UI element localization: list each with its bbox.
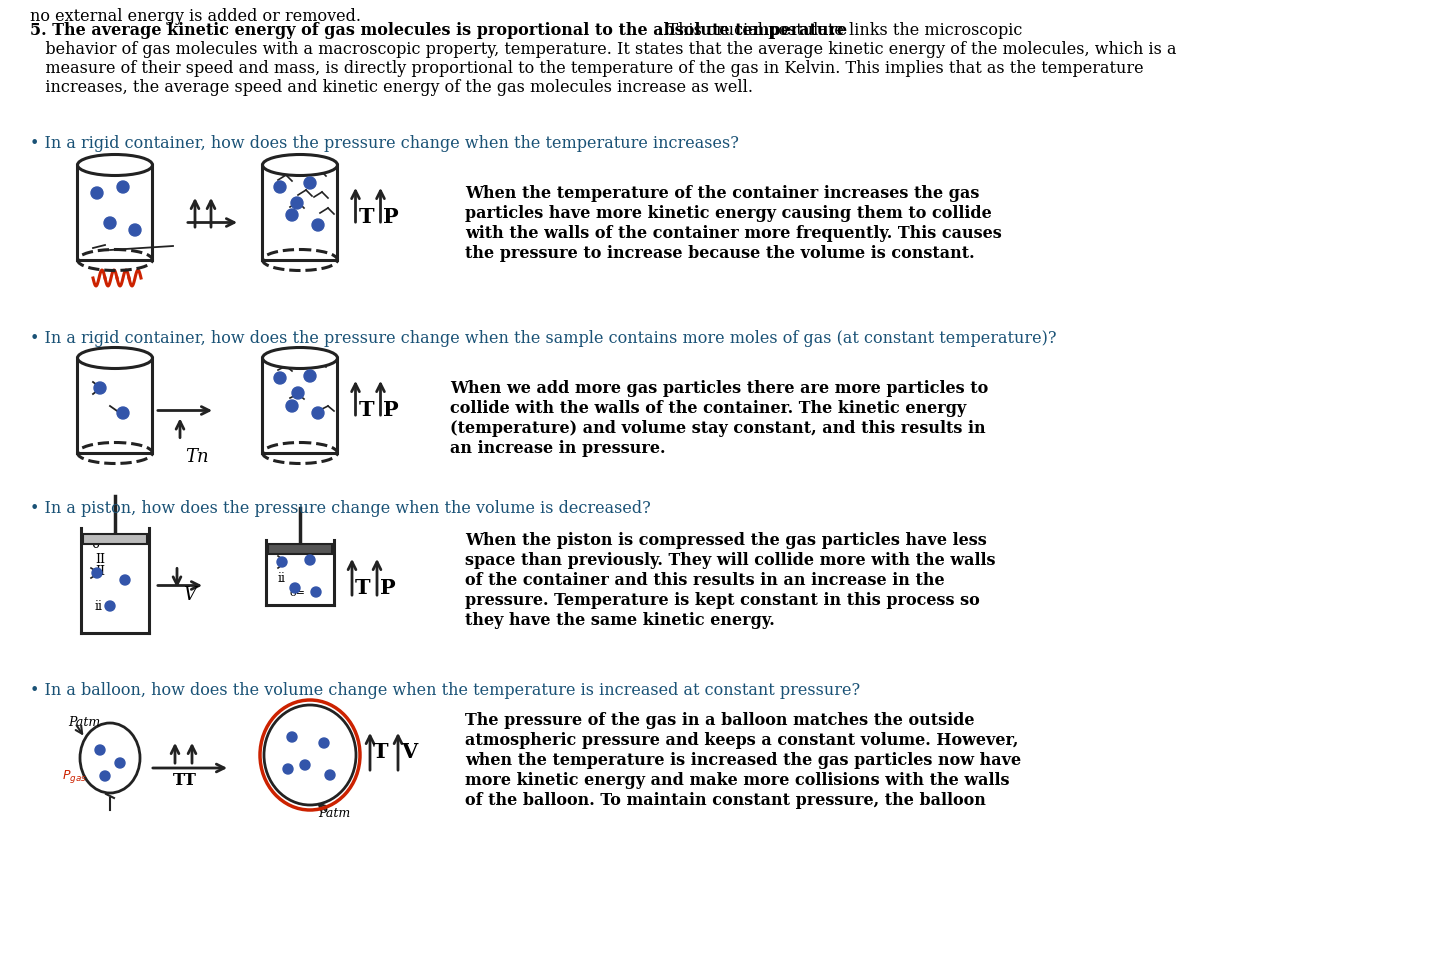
- Circle shape: [290, 583, 300, 593]
- Text: they have the same kinetic energy.: they have the same kinetic energy.: [464, 612, 775, 629]
- Text: ii: ii: [279, 572, 286, 585]
- Circle shape: [104, 217, 116, 229]
- Text: more kinetic energy and make more collisions with the walls: more kinetic energy and make more collis…: [464, 772, 1009, 789]
- Text: increases, the average speed and kinetic energy of the gas molecules increase as: increases, the average speed and kinetic…: [30, 79, 753, 96]
- Text: the pressure to increase because the volume is constant.: the pressure to increase because the vol…: [464, 245, 975, 262]
- Circle shape: [286, 209, 299, 221]
- Ellipse shape: [80, 723, 140, 793]
- Text: Patm: Patm: [69, 716, 100, 729]
- Text: T: T: [359, 207, 374, 227]
- Text: with the walls of the container more frequently. This causes: with the walls of the container more fre…: [464, 225, 1002, 242]
- Text: 5. The average kinetic energy of gas molecules is proportional to the absolute t: 5. The average kinetic energy of gas mol…: [30, 22, 847, 39]
- Text: When we add more gas particles there are more particles to: When we add more gas particles there are…: [450, 380, 989, 397]
- Text: an increase in pressure.: an increase in pressure.: [450, 440, 666, 457]
- Text: II: II: [94, 565, 104, 578]
- Circle shape: [274, 181, 286, 193]
- Text: $P_{gas}$: $P_{gas}$: [61, 768, 87, 785]
- Bar: [77, 358, 153, 453]
- Circle shape: [117, 181, 129, 193]
- Text: • In a rigid container, how does the pressure change when the temperature increa: • In a rigid container, how does the pre…: [30, 135, 739, 152]
- Text: TT: TT: [173, 772, 197, 789]
- Bar: [77, 165, 153, 260]
- Text: The pressure of the gas in a balloon matches the outside: The pressure of the gas in a balloon mat…: [464, 712, 975, 729]
- Bar: [263, 165, 337, 260]
- Ellipse shape: [263, 348, 337, 369]
- Text: behavior of gas molecules with a macroscopic property, temperature. It states th: behavior of gas molecules with a macrosc…: [30, 41, 1176, 58]
- Circle shape: [287, 732, 297, 742]
- Text: • In a balloon, how does the volume change when the temperature is increased at : • In a balloon, how does the volume chan…: [30, 682, 860, 699]
- Text: Tn: Tn: [184, 447, 209, 466]
- Text: when the temperature is increased the gas particles now have: when the temperature is increased the ga…: [464, 752, 1022, 769]
- Text: of the balloon. To maintain constant pressure, the balloon: of the balloon. To maintain constant pre…: [464, 792, 986, 809]
- Circle shape: [274, 372, 286, 384]
- Circle shape: [312, 407, 324, 419]
- Circle shape: [304, 370, 316, 382]
- Text: Patm: Patm: [319, 807, 350, 820]
- Text: $P_{gas}$: $P_{gas}$: [294, 787, 320, 804]
- Circle shape: [114, 758, 124, 768]
- Ellipse shape: [77, 348, 153, 369]
- Text: When the temperature of the container increases the gas: When the temperature of the container in…: [464, 185, 979, 202]
- Circle shape: [94, 745, 104, 755]
- Text: II: II: [94, 553, 104, 566]
- Text: V: V: [183, 586, 196, 604]
- Text: atmospheric pressure and keeps a constant volume. However,: atmospheric pressure and keeps a constan…: [464, 732, 1019, 749]
- Text: T: T: [359, 400, 374, 420]
- Circle shape: [91, 568, 101, 578]
- Text: • In a rigid container, how does the pressure change when the sample contains mo: • In a rigid container, how does the pre…: [30, 330, 1056, 347]
- Circle shape: [277, 557, 287, 567]
- Circle shape: [104, 601, 114, 611]
- Ellipse shape: [77, 155, 153, 176]
- Text: T: T: [373, 742, 389, 762]
- Text: o=: o=: [290, 588, 306, 598]
- Circle shape: [283, 764, 293, 774]
- Text: : This crucial postulate links the microscopic: : This crucial postulate links the micro…: [657, 22, 1022, 39]
- Bar: [83, 534, 147, 544]
- Text: When the piston is compressed the gas particles have less: When the piston is compressed the gas pa…: [464, 532, 987, 549]
- Text: particles have more kinetic energy causing them to collide: particles have more kinetic energy causi…: [464, 205, 992, 222]
- Circle shape: [304, 177, 316, 189]
- Circle shape: [286, 400, 299, 412]
- Circle shape: [91, 187, 103, 199]
- Bar: [269, 544, 332, 554]
- Text: P: P: [383, 400, 399, 420]
- Circle shape: [324, 770, 334, 780]
- Circle shape: [292, 197, 303, 209]
- Circle shape: [117, 407, 129, 419]
- Circle shape: [304, 555, 314, 565]
- Ellipse shape: [263, 155, 337, 176]
- Circle shape: [312, 219, 324, 231]
- Circle shape: [312, 587, 322, 597]
- Circle shape: [129, 224, 141, 236]
- Text: T: T: [354, 578, 370, 598]
- Text: pressure. Temperature is kept constant in this process so: pressure. Temperature is kept constant i…: [464, 592, 980, 609]
- Text: no external energy is added or removed.: no external energy is added or removed.: [30, 8, 362, 25]
- Text: P: P: [383, 207, 399, 227]
- Text: measure of their speed and mass, is directly proportional to the temperature of : measure of their speed and mass, is dire…: [30, 60, 1143, 77]
- Circle shape: [100, 771, 110, 781]
- Text: V: V: [402, 742, 417, 762]
- Circle shape: [319, 738, 329, 748]
- Text: (temperature) and volume stay constant, and this results in: (temperature) and volume stay constant, …: [450, 420, 986, 437]
- Circle shape: [120, 575, 130, 585]
- Circle shape: [94, 382, 106, 394]
- Text: collide with the walls of the container. The kinetic energy: collide with the walls of the container.…: [450, 400, 966, 417]
- Text: 6: 6: [91, 538, 99, 551]
- Text: of the container and this results in an increase in the: of the container and this results in an …: [464, 572, 945, 589]
- Text: • In a piston, how does the pressure change when the volume is decreased?: • In a piston, how does the pressure cha…: [30, 500, 650, 517]
- Text: P: P: [380, 578, 396, 598]
- Circle shape: [300, 760, 310, 770]
- Circle shape: [292, 387, 304, 399]
- Ellipse shape: [264, 705, 356, 805]
- Text: ii: ii: [94, 600, 103, 613]
- Bar: [263, 358, 337, 453]
- Text: space than previously. They will collide more with the walls: space than previously. They will collide…: [464, 552, 996, 569]
